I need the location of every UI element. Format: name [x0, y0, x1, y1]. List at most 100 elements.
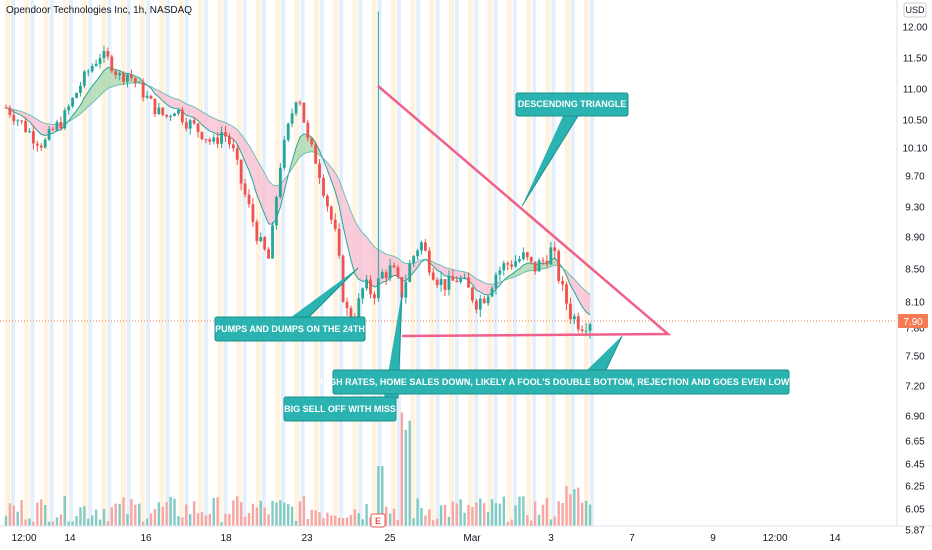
candle-body[interactable]	[557, 251, 561, 281]
candle-body[interactable]	[420, 242, 423, 251]
candle-body[interactable]	[94, 63, 98, 67]
candle-body[interactable]	[63, 110, 67, 129]
candle-body[interactable]	[231, 144, 235, 149]
candle-body[interactable]	[157, 107, 161, 115]
candle-body[interactable]	[361, 288, 365, 299]
candle-body[interactable]	[8, 107, 12, 115]
candle-body[interactable]	[169, 116, 172, 118]
candle-body[interactable]	[102, 51, 106, 59]
candle-body[interactable]	[251, 204, 255, 222]
candle-body[interactable]	[326, 195, 329, 207]
candle-body[interactable]	[357, 298, 361, 325]
candle-body[interactable]	[525, 252, 529, 258]
candle-body[interactable]	[337, 228, 341, 256]
candle-body[interactable]	[212, 137, 216, 142]
callout-pumps-dumps[interactable]: PUMPS AND DUMPS ON THE 24TH	[214, 267, 366, 342]
candle-body[interactable]	[28, 131, 31, 133]
candle-body[interactable]	[553, 247, 557, 252]
candle-body[interactable]	[228, 136, 231, 145]
candle-body[interactable]	[110, 56, 114, 72]
candle-body[interactable]	[537, 260, 541, 272]
candle-body[interactable]	[310, 138, 314, 145]
candle-body[interactable]	[32, 131, 35, 144]
candle-body[interactable]	[255, 221, 259, 242]
candle-body[interactable]	[376, 278, 380, 299]
candle-body[interactable]	[392, 265, 396, 268]
candle-body[interactable]	[243, 183, 247, 195]
candle-body[interactable]	[216, 137, 220, 144]
candle-body[interactable]	[494, 274, 498, 289]
candle-body[interactable]	[98, 58, 102, 64]
descending-triangle[interactable]	[377, 85, 672, 338]
candle-body[interactable]	[286, 123, 290, 140]
candle-body[interactable]	[224, 132, 227, 137]
candle-body[interactable]	[400, 277, 404, 298]
candle-body[interactable]	[388, 265, 392, 279]
candle-body[interactable]	[114, 71, 118, 76]
callout-descending-triangle[interactable]: DESCENDING TRIANGLE	[515, 92, 629, 207]
candle-body[interactable]	[47, 128, 51, 140]
candle-body[interactable]	[67, 106, 71, 111]
candle-body[interactable]	[482, 298, 486, 304]
candle-body[interactable]	[184, 122, 188, 129]
candle-body[interactable]	[282, 139, 286, 168]
callout-double-bottom[interactable]: HIGH RATES, HOME SALES DOWN, LIKELY A FO…	[320, 335, 802, 395]
candle-body[interactable]	[302, 102, 306, 123]
candle-body[interactable]	[424, 242, 427, 251]
candle-body[interactable]	[267, 249, 270, 259]
candle-body[interactable]	[341, 255, 345, 302]
candle-body[interactable]	[404, 281, 408, 298]
candle-body[interactable]	[322, 178, 325, 196]
candle-body[interactable]	[349, 308, 353, 321]
candle-body[interactable]	[565, 284, 568, 304]
candle-body[interactable]	[75, 92, 78, 98]
candle-body[interactable]	[204, 139, 208, 141]
candle-body[interactable]	[118, 73, 122, 76]
candle-body[interactable]	[459, 278, 463, 282]
candle-body[interactable]	[133, 78, 137, 83]
candle-body[interactable]	[561, 280, 564, 285]
candle-body[interactable]	[518, 259, 521, 262]
candle-body[interactable]	[43, 139, 47, 148]
currency-badge[interactable]	[903, 2, 927, 18]
candle-body[interactable]	[208, 139, 212, 142]
candle-body[interactable]	[396, 267, 400, 278]
earnings-marker[interactable]: E	[370, 513, 386, 528]
candle-body[interactable]	[196, 123, 200, 132]
candle-body[interactable]	[412, 256, 416, 264]
candle-body[interactable]	[529, 257, 533, 262]
candle-body[interactable]	[490, 288, 494, 297]
candle-body[interactable]	[141, 82, 145, 98]
candle-body[interactable]	[373, 294, 376, 299]
candle-body[interactable]	[506, 263, 510, 265]
candle-body[interactable]	[580, 329, 584, 331]
candle-body[interactable]	[451, 276, 455, 281]
candle-body[interactable]	[549, 247, 553, 265]
candle-body[interactable]	[486, 296, 490, 304]
candle-body[interactable]	[12, 114, 16, 122]
candle-body[interactable]	[271, 225, 274, 259]
candle-body[interactable]	[333, 219, 337, 229]
candle-body[interactable]	[161, 107, 165, 115]
candle-body[interactable]	[541, 260, 545, 262]
candle-body[interactable]	[369, 279, 372, 295]
candle-body[interactable]	[478, 298, 482, 310]
candle-body[interactable]	[149, 95, 153, 99]
candle-body[interactable]	[4, 107, 8, 109]
candle-body[interactable]	[153, 98, 157, 115]
candle-body[interactable]	[298, 102, 302, 104]
candle-body[interactable]	[278, 167, 282, 197]
candle-body[interactable]	[435, 279, 439, 286]
candle-body[interactable]	[514, 261, 517, 267]
candle-body[interactable]	[522, 252, 525, 260]
candle-body[interactable]	[126, 74, 129, 82]
candle-body[interactable]	[345, 301, 349, 309]
candle-body[interactable]	[365, 279, 368, 289]
candle-body[interactable]	[545, 260, 549, 265]
candle-body[interactable]	[576, 316, 580, 330]
candle-body[interactable]	[443, 279, 447, 290]
candle-body[interactable]	[510, 264, 514, 267]
candle-body[interactable]	[467, 277, 470, 288]
candle-body[interactable]	[177, 109, 180, 114]
